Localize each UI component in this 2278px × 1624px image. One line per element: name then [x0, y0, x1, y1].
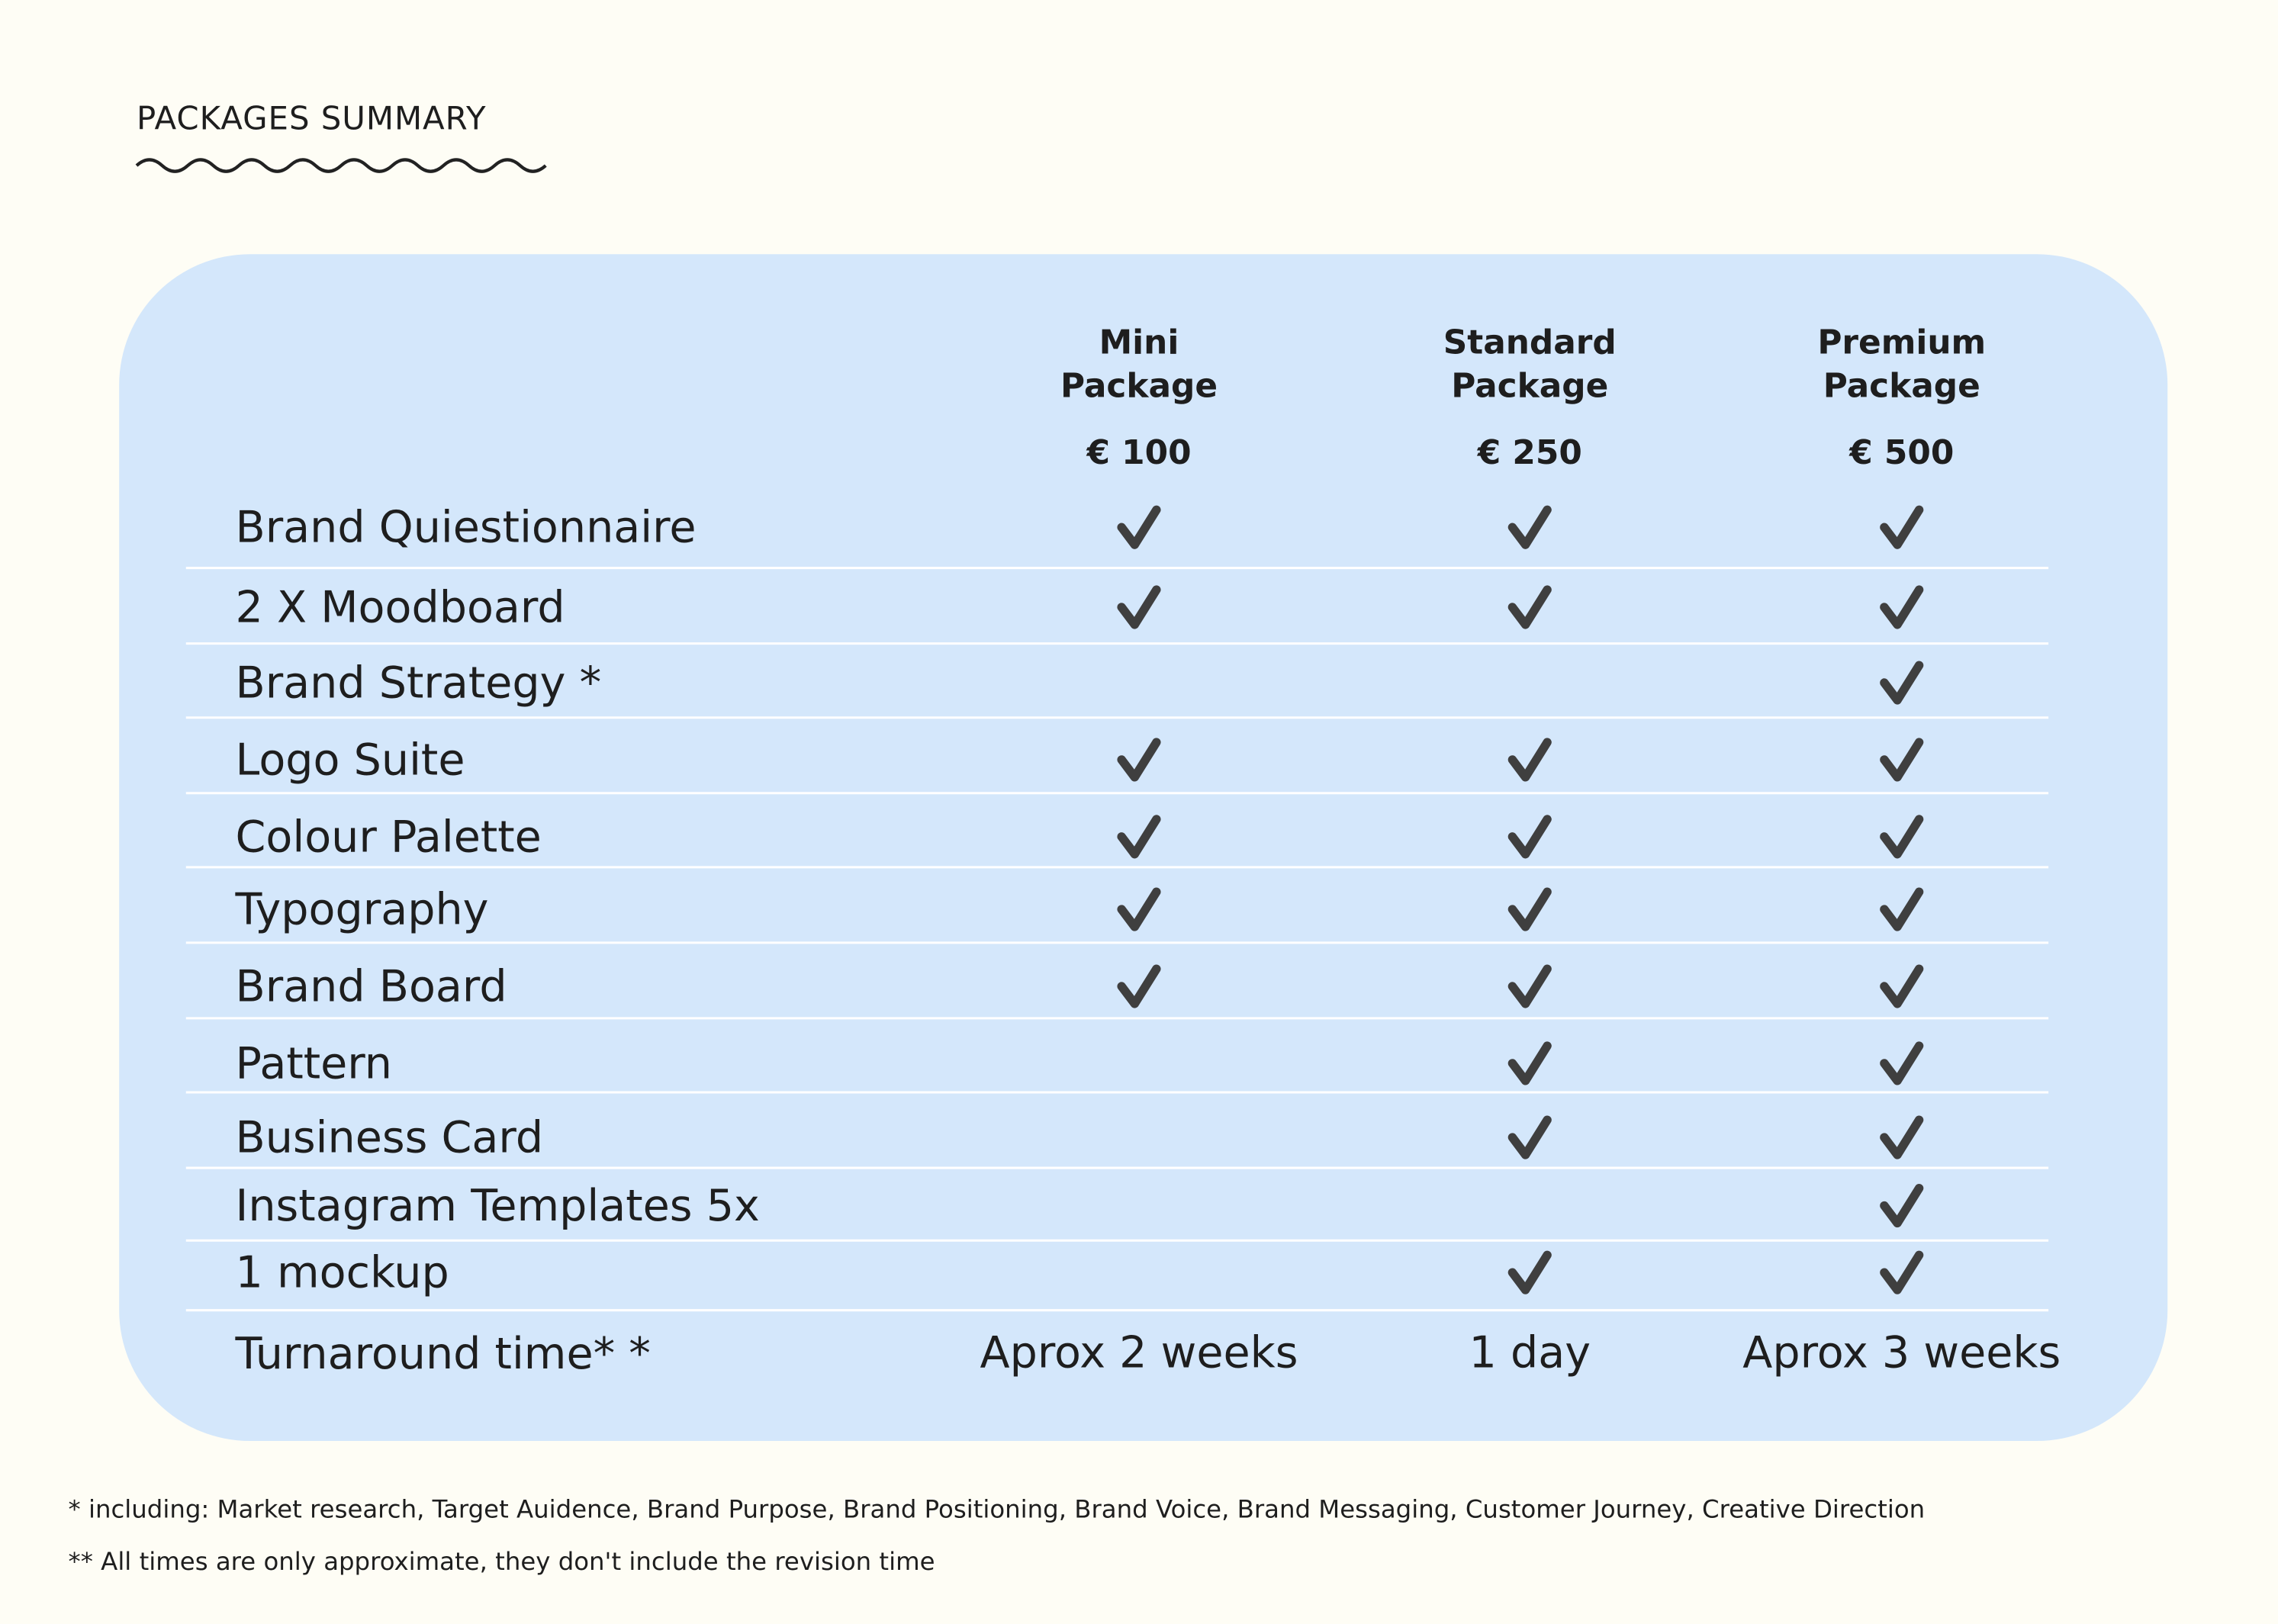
row-label: Instagram Templates 5x [236, 1181, 760, 1231]
check-icon [1880, 661, 1924, 705]
column-price: € 500 [1848, 433, 1954, 472]
wavy-underline [135, 158, 547, 173]
check-icon [1880, 505, 1924, 549]
check-icon [1880, 738, 1924, 782]
footnote: * including: Market research, Target Aui… [69, 1494, 1926, 1523]
check-icon [1880, 815, 1924, 859]
row-label: Typography [235, 885, 489, 935]
check-icon [1117, 815, 1161, 859]
row-label: Brand Board [236, 961, 507, 1011]
row-label: Logo Suite [236, 735, 465, 785]
column-header: Package [1451, 366, 1608, 405]
check-icon [1507, 1041, 1552, 1085]
check-icon [1880, 887, 1924, 931]
row-label: 2 X Moodboard [236, 582, 565, 632]
turnaround-value: 1 day [1469, 1327, 1591, 1378]
check-icon [1880, 964, 1924, 1008]
check-icon [1117, 887, 1161, 931]
check-icon [1880, 1115, 1924, 1159]
column-header: Package [1823, 366, 1980, 405]
row-label: Brand Strategy * [236, 658, 602, 708]
row-label: Business Card [236, 1112, 544, 1163]
check-icon [1507, 585, 1552, 629]
check-icon [1880, 585, 1924, 629]
footnotes: * including: Market research, Target Aui… [69, 1494, 1926, 1576]
check-icon [1507, 1115, 1552, 1159]
check-icon [1507, 964, 1552, 1008]
check-icon [1117, 505, 1161, 549]
column-header: Standard [1443, 323, 1617, 362]
row-label: Pattern [236, 1038, 392, 1089]
check-icon [1507, 815, 1552, 859]
check-icon [1117, 738, 1161, 782]
check-icon [1880, 1183, 1924, 1228]
column-price: € 100 [1086, 433, 1191, 472]
check-icon [1507, 738, 1552, 782]
check-icon [1117, 964, 1161, 1008]
column-header: Package [1060, 366, 1218, 405]
turnaround-value: Aprox 3 weeks [1742, 1327, 2061, 1378]
check-icon [1117, 585, 1161, 629]
turnaround-value: Aprox 2 weeks [980, 1327, 1298, 1378]
footnote: ** All times are only approximate, they … [69, 1547, 935, 1576]
row-label: 1 mockup [236, 1248, 449, 1298]
check-icon [1880, 1250, 1924, 1294]
check-icon [1880, 1041, 1924, 1085]
row-label: Colour Palette [236, 812, 542, 862]
column-header: Mini [1099, 323, 1179, 362]
check-icon [1507, 1250, 1552, 1294]
column-price: € 250 [1477, 433, 1582, 472]
table: Mini Package € 100 Standard Package € 250 Prem… [185, 323, 2061, 1379]
check-icon [1507, 887, 1552, 931]
page-title: PACKAGES SUMMARY [137, 100, 487, 137]
check-icon [1507, 505, 1552, 549]
row-label: Turnaround time* * [235, 1329, 651, 1379]
row-label: Brand Quiestionnaire [236, 503, 697, 553]
column-header: Premium [1817, 323, 1986, 362]
